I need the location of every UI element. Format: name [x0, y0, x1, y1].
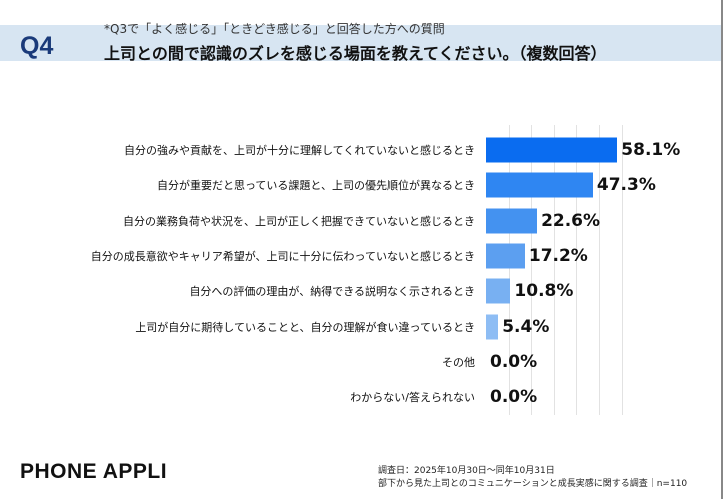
category-label: わからない/答えられない [350, 391, 475, 405]
category-label: 上司が自分に期待していることと、自分の理解が食い違っているとき [135, 320, 475, 334]
survey-name: 部下から見た上司とのコミュニケーションと成長実感に関する調査｜n=110 [378, 479, 688, 489]
bar [486, 278, 511, 304]
category-label: その他 [442, 355, 475, 369]
data-label: 58.1% [621, 140, 681, 160]
survey-date: 調査日：2025年10月30日～同年10月31日 [378, 466, 555, 476]
data-label: 0.0% [490, 351, 538, 372]
right-border [721, 0, 723, 499]
question-title: 上司との間で認識のズレを感じる場面を教えてください。（複数回答） [104, 44, 607, 63]
data-label: 0.0% [490, 387, 538, 408]
data-label: 47.3% [596, 175, 656, 196]
gridline [621, 125, 623, 415]
data-label: 22.6% [541, 210, 601, 231]
category-label: 自分の成長意欲やキャリア希望が、上司に十分に伝わっていないと感じるとき [90, 249, 475, 263]
question-subtitle: *Q3で「よく感じる」「ときどき感じる」と回答した方への質問 [104, 22, 445, 36]
bar [486, 243, 525, 269]
question-number: Q4 [20, 32, 54, 60]
gridline [553, 125, 555, 415]
data-label: 10.8% [514, 281, 574, 302]
bar [486, 137, 618, 163]
gridline [508, 125, 510, 415]
category-label: 自分への評価の理由が、納得できる説明なく示されるとき [189, 285, 475, 299]
gridline [599, 125, 600, 415]
bar [486, 208, 538, 234]
category-label: 自分の業務負荷や状況を、上司が正しく把握できていないと感じるとき [123, 214, 475, 228]
data-label: 17.2% [528, 245, 588, 266]
category-label: 自分の強みや貢献を、上司が十分に理解してくれていないと感じるとき [123, 144, 475, 157]
data-label: 5.4% [502, 316, 550, 337]
header-band [0, 25, 721, 61]
gridline [576, 125, 578, 415]
bar [486, 172, 593, 198]
brand-logo: PHONE APPLI [20, 460, 168, 483]
gridline [531, 125, 533, 415]
category-label: 自分が重要だと思っている課題と、上司の優先順位が異なるとき [156, 179, 475, 193]
bar [486, 314, 499, 339]
